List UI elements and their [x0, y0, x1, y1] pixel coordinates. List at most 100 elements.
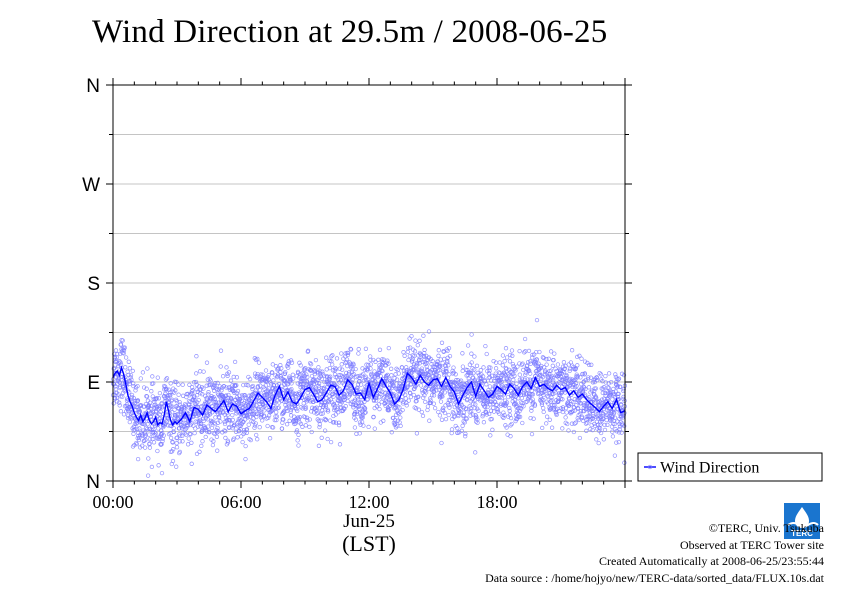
scatter-point: [596, 440, 601, 446]
scatter-point: [609, 410, 614, 415]
scatter-point: [564, 410, 569, 415]
scatter-point: [312, 367, 317, 373]
scatter-point: [180, 433, 185, 439]
scatter-point: [283, 369, 288, 375]
scatter-point: [343, 404, 348, 409]
scatter-point: [397, 405, 402, 410]
scatter-point: [520, 361, 525, 366]
scatter-point: [377, 347, 383, 352]
scatter-point: [458, 406, 463, 412]
scatter-point: [622, 460, 627, 465]
scatter-point: [574, 383, 579, 389]
scatter-point: [425, 407, 430, 413]
scatter-point: [118, 394, 123, 399]
scatter-point: [295, 370, 301, 376]
scatter-point: [392, 376, 397, 381]
scatter-point: [423, 361, 428, 367]
scatter-point: [303, 423, 308, 428]
scatter-point: [363, 346, 369, 351]
scatter-point: [215, 448, 220, 453]
scatter-point: [461, 413, 466, 418]
scatter-point: [489, 416, 494, 422]
scatter-point: [232, 383, 237, 388]
scatter-point: [445, 358, 450, 364]
scatter-point: [401, 350, 406, 355]
scatter-point: [247, 414, 253, 420]
scatter-point: [182, 406, 188, 411]
scatter-point: [488, 433, 493, 438]
terc-logo: TERC: [784, 503, 820, 539]
scatter-point: [211, 399, 217, 405]
scatter-point: [289, 381, 294, 386]
scatter-point: [323, 418, 328, 423]
scatter-point: [145, 473, 151, 478]
scatter-point: [429, 378, 435, 383]
scatter-point: [531, 416, 536, 421]
scatter-point: [276, 365, 281, 371]
scatter-point: [194, 387, 199, 392]
scatter-point: [620, 422, 625, 428]
scatter-point: [325, 407, 330, 412]
scatter-point: [450, 371, 455, 376]
scatter-point: [547, 417, 552, 422]
scatter-point: [472, 405, 477, 411]
scatter-point: [192, 430, 197, 436]
scatter-point: [549, 391, 554, 396]
scatter-point: [313, 357, 319, 363]
scatter-point: [316, 381, 322, 386]
x-tick-label: 06:00: [220, 492, 261, 512]
scatter-point: [416, 407, 422, 412]
scatter-point: [121, 351, 126, 356]
scatter-point: [330, 353, 335, 358]
scatter-point: [271, 378, 276, 383]
scatter-point: [151, 440, 157, 445]
scatter-point: [146, 456, 151, 461]
scatter-point: [532, 403, 538, 408]
scatter-point: [157, 416, 162, 421]
scatter-point: [543, 389, 548, 394]
scatter-point: [282, 371, 288, 376]
scatter-point: [155, 448, 160, 454]
scatter-point: [460, 423, 465, 428]
scatter-point: [266, 415, 271, 421]
scatter-point: [534, 317, 540, 323]
scatter-point: [447, 353, 453, 359]
scatter-point: [217, 403, 222, 408]
scatter-point: [306, 395, 312, 400]
scatter-point: [156, 463, 161, 468]
scatter-point: [224, 385, 229, 390]
scatter-point: [198, 387, 203, 392]
scatter-point: [464, 416, 469, 422]
scatter-point: [241, 427, 247, 433]
scatter-point: [290, 376, 296, 381]
scatter-point: [517, 414, 523, 420]
scatter-point: [441, 369, 446, 375]
scatter-point: [265, 374, 271, 380]
scatter-point: [281, 417, 286, 422]
scatter-point: [573, 420, 578, 425]
scatter-point: [439, 393, 444, 398]
scatter-point: [214, 434, 220, 439]
scatter-point: [431, 401, 436, 406]
scatter-point: [517, 361, 522, 366]
scatter-point: [487, 368, 492, 374]
scatter-point: [541, 397, 546, 403]
scatter-point: [586, 385, 592, 390]
scatter-point: [502, 359, 507, 364]
scatter-point: [238, 415, 243, 421]
scatter-point: [534, 357, 539, 362]
scatter-point: [158, 415, 163, 421]
x-tick-label: 00:00: [92, 492, 133, 512]
credit-copyright: ©TERC, Univ. Tsukuba: [708, 521, 824, 535]
scatter-point: [117, 400, 122, 405]
scatter-point: [612, 410, 617, 415]
scatter-point: [147, 441, 152, 446]
scatter-point: [210, 442, 216, 448]
scatter-point: [438, 364, 443, 369]
scatter-point: [594, 377, 600, 383]
scatter-point: [168, 381, 173, 386]
scatter-point: [237, 397, 242, 403]
scatter-point: [170, 410, 175, 415]
scatter-point: [419, 409, 424, 415]
scatter-point: [352, 397, 358, 402]
